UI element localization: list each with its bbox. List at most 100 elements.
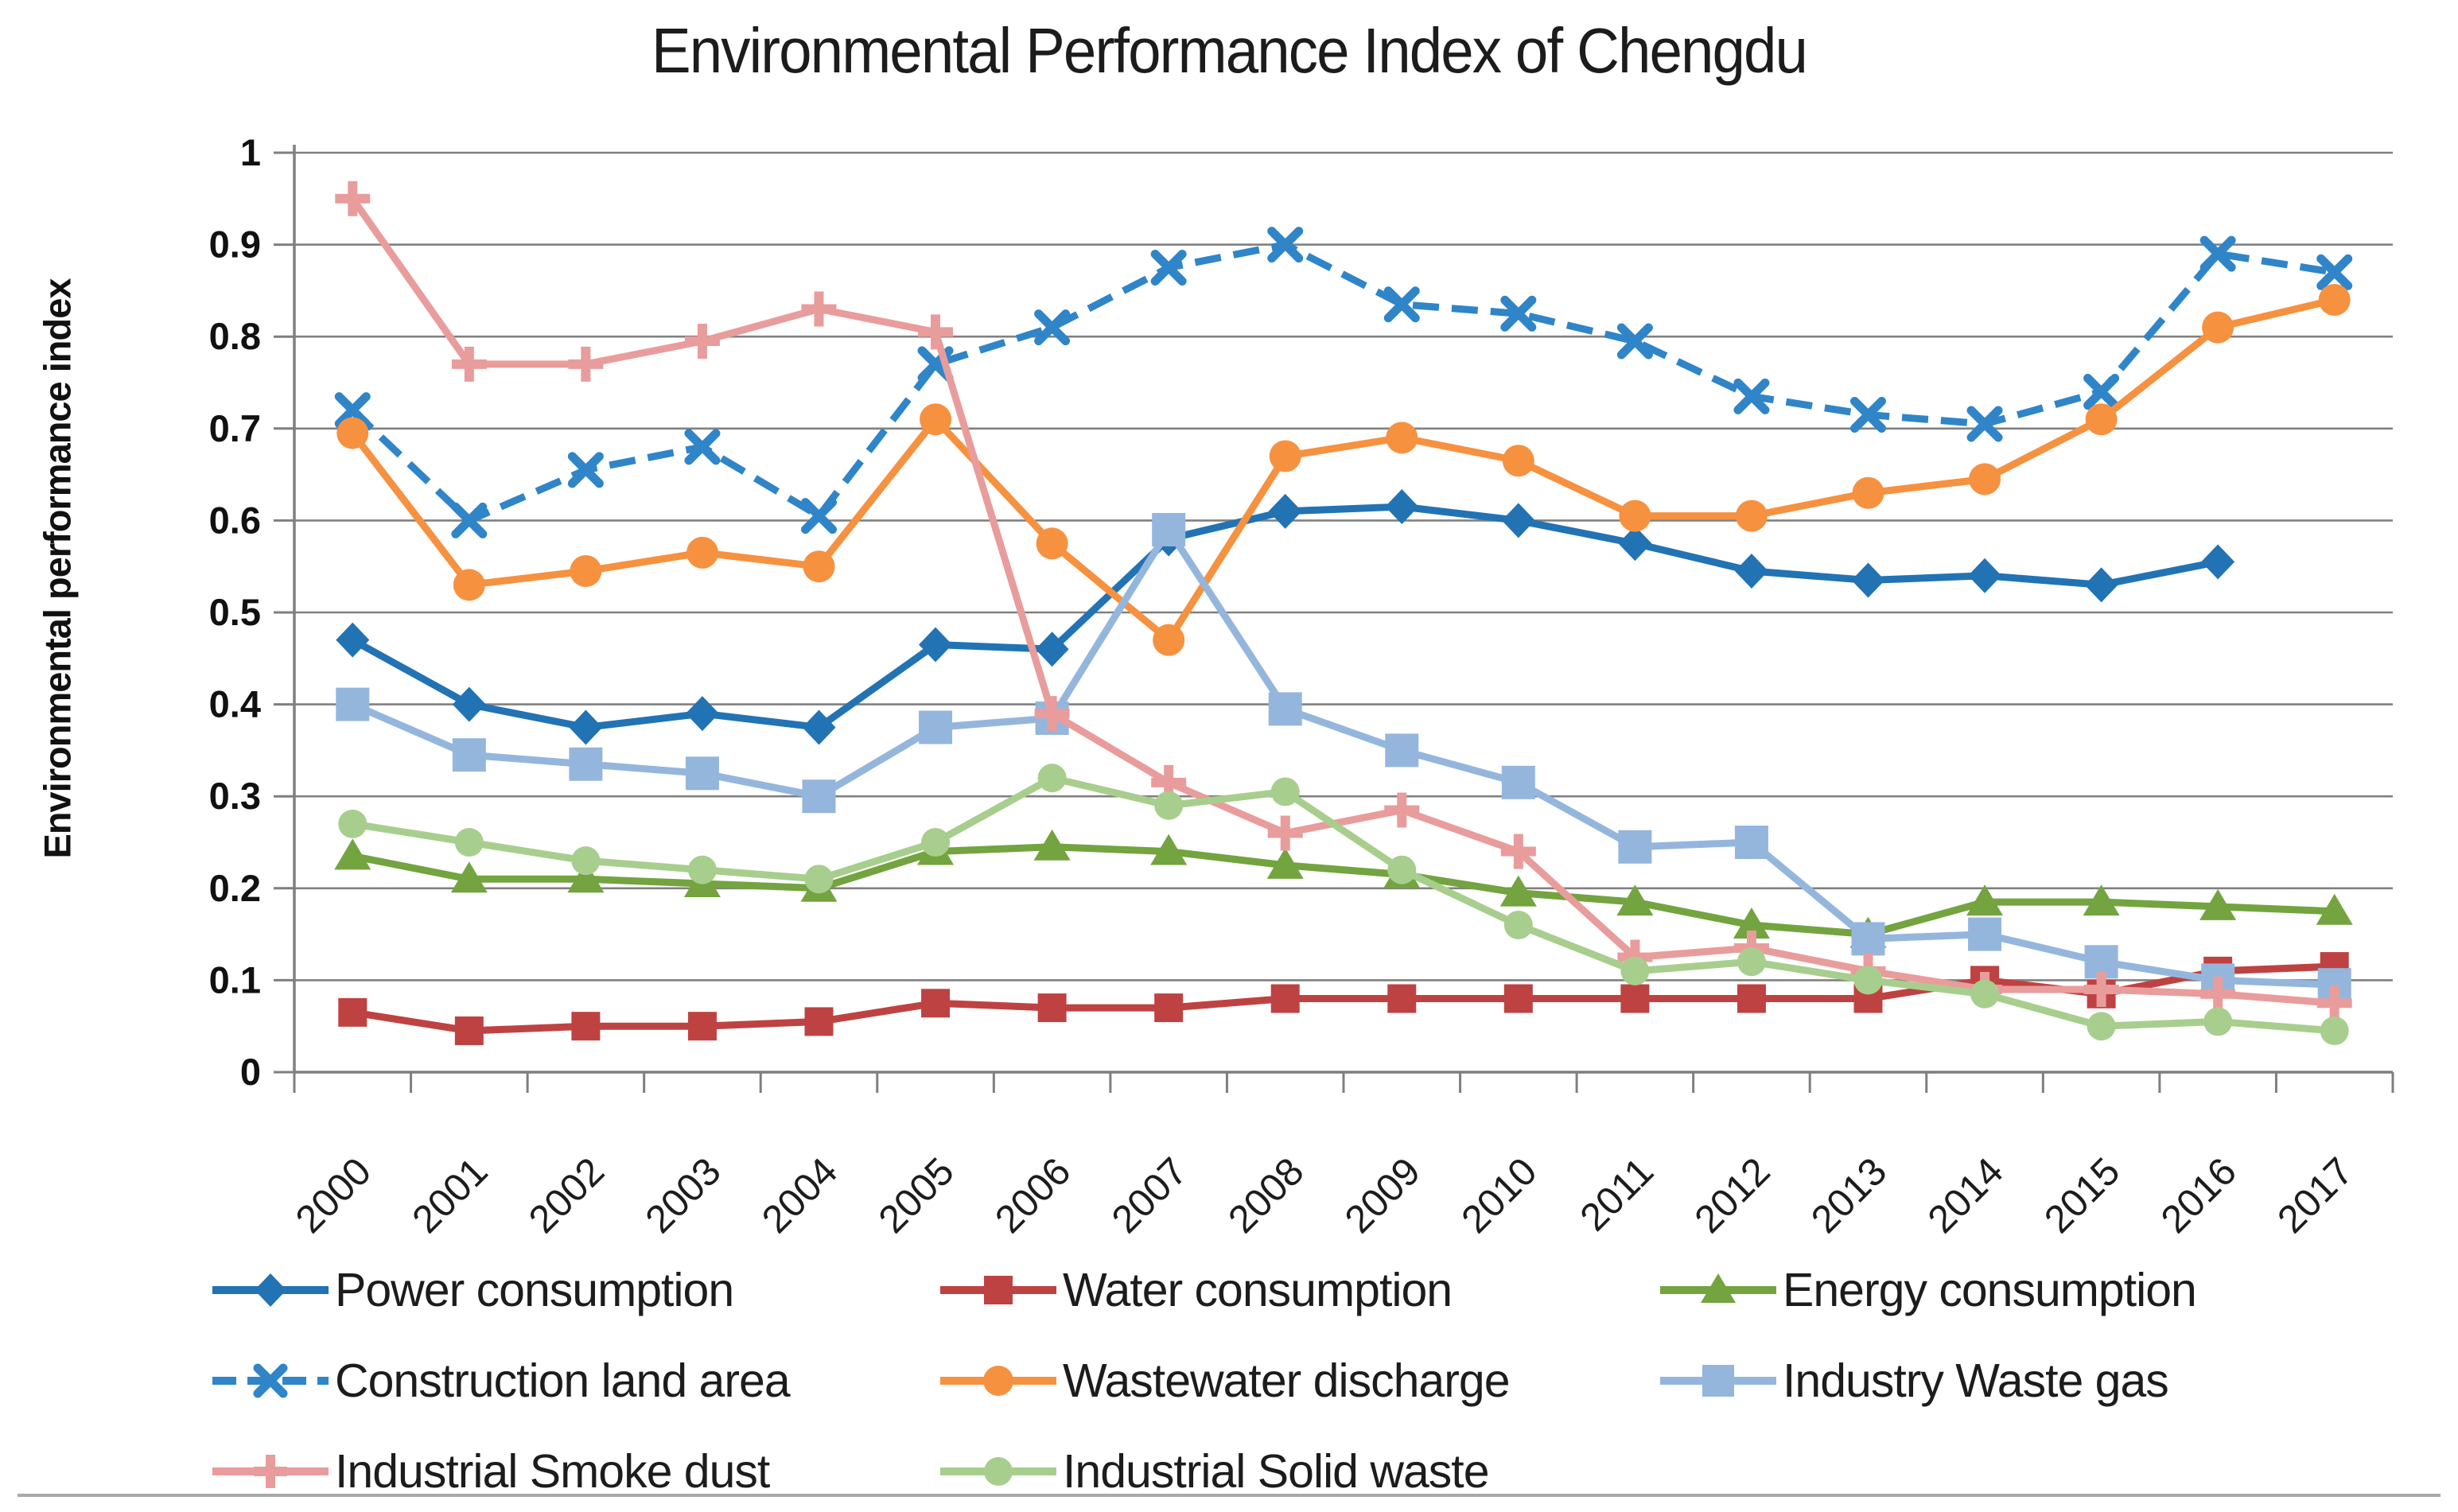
series-8-marker <box>2320 1016 2349 1045</box>
series-2-marker <box>338 997 368 1027</box>
series-8-marker <box>921 828 951 857</box>
square-large-legend-marker-icon <box>1660 1365 1776 1397</box>
series-8-marker <box>454 828 484 857</box>
series-6-marker <box>919 710 953 744</box>
series-1-marker <box>2201 544 2235 580</box>
series-3-marker <box>1150 834 1188 865</box>
series-2-marker <box>1387 984 1417 1013</box>
series-line-6 <box>351 526 2335 989</box>
series-7-marker <box>1384 792 1420 828</box>
series-6-marker <box>1268 692 1302 726</box>
series-line-3 <box>352 843 2335 939</box>
series-1-marker <box>802 709 836 745</box>
x-tick-label: 2017 <box>2269 1150 2361 1242</box>
y-tick-label: 0.3 <box>209 775 261 817</box>
series-4-marker <box>334 392 371 429</box>
series-7-marker <box>684 323 720 359</box>
x-icon <box>253 1363 288 1398</box>
series-8-marker <box>1737 947 1766 977</box>
series-5-marker <box>1153 624 1185 656</box>
series-5-marker <box>1619 499 1651 532</box>
series-5-marker <box>686 536 718 569</box>
legend-item-power-consumption: Power consumption <box>211 1255 939 1325</box>
series-3-marker <box>1966 884 2004 916</box>
series-5-marker <box>570 554 602 587</box>
series-7-marker <box>451 346 487 382</box>
series-4-marker <box>684 429 721 465</box>
series-8-marker <box>2203 1007 2233 1036</box>
series-6-marker <box>1385 733 1419 768</box>
series-1-marker <box>1501 503 1535 538</box>
diamond-icon <box>255 1273 286 1307</box>
legend-item-industrial-smoke-dust: Industrial Smoke dust <box>211 1436 939 1506</box>
series-2-marker <box>571 1012 601 1041</box>
series-8-marker <box>804 865 834 894</box>
series-6-marker <box>569 747 603 781</box>
x-tick-label: 2002 <box>521 1150 613 1242</box>
series-1-marker <box>2084 567 2118 603</box>
series-1-marker <box>1268 493 1302 529</box>
x-tick-label: 2000 <box>288 1150 379 1242</box>
series-3-marker <box>334 838 371 870</box>
legend-label: Energy consumption <box>1783 1264 2197 1316</box>
series-4-marker <box>2083 374 2120 410</box>
y-tick-label: 0.8 <box>209 315 261 357</box>
series-4-marker <box>1966 406 2003 442</box>
series-1-marker <box>1385 489 1419 525</box>
series-5-marker <box>1036 527 1068 560</box>
series-8-marker <box>1154 791 1184 820</box>
series-2-marker <box>1037 993 1067 1023</box>
series-4-marker <box>1267 227 1304 263</box>
chart-title: Environmental Performance Index of Cheng… <box>651 15 1808 86</box>
y-tick-label: 0.1 <box>209 958 261 1001</box>
x-tick-label: 2012 <box>1686 1150 1778 1242</box>
series-7-marker <box>801 291 837 327</box>
y-tick-label: 1 <box>240 131 261 173</box>
series-7-marker <box>2316 985 2352 1021</box>
series-6-marker <box>1734 826 1768 859</box>
square-icon <box>984 1276 1013 1304</box>
x-tick-label: 2005 <box>871 1150 963 1242</box>
series-6-marker <box>685 756 719 791</box>
legend-label: Water consumption <box>1063 1264 1453 1316</box>
x-legend-marker-icon <box>212 1363 329 1398</box>
series-6-marker <box>1501 765 1535 799</box>
series-6-marker <box>336 687 370 721</box>
series-4-marker <box>1150 250 1187 286</box>
y-tick-label: 0.2 <box>209 867 261 909</box>
legend-item-construction-land-area: Construction land area <box>211 1346 939 1416</box>
legend-item-water-consumption: Water consumption <box>939 1255 1659 1325</box>
series-1-marker <box>1618 526 1652 562</box>
x-tick-label: 2001 <box>404 1150 496 1242</box>
y-tick-label: 0.5 <box>209 591 261 633</box>
series-4-marker <box>801 498 837 534</box>
series-6-marker <box>1968 917 2002 951</box>
square-large-icon <box>1702 1365 1734 1397</box>
series-2-marker <box>687 1012 717 1041</box>
series-4-marker <box>1034 309 1071 346</box>
series-2-marker <box>1737 984 1766 1013</box>
legend-item-wastewater-discharge: Wastewater discharge <box>939 1346 1659 1416</box>
series-2-marker <box>804 1007 834 1036</box>
series-3-marker <box>1266 847 1304 879</box>
series-8-marker <box>1387 855 1417 884</box>
y-tick-label: 0.9 <box>209 223 261 266</box>
series-line-5 <box>349 296 2335 644</box>
series-6-marker <box>802 779 836 814</box>
series-line-8 <box>352 774 2335 1035</box>
legend-item-industry-waste-gas: Industry Waste gas <box>1659 1346 2295 1416</box>
series-2-marker <box>1154 993 1184 1023</box>
series-7-marker <box>1267 815 1303 851</box>
square-legend-marker-icon <box>940 1276 1056 1304</box>
x-tick-label: 2016 <box>2153 1150 2245 1242</box>
triangle-icon <box>1701 1273 1736 1303</box>
series-2-marker <box>921 989 951 1018</box>
series-1-marker <box>919 627 953 663</box>
series-5-marker <box>920 403 952 436</box>
x-tick-label: 2003 <box>637 1150 729 1242</box>
series-7-marker <box>918 314 954 350</box>
legend-item-industrial-solid-waste: Industrial Solid waste <box>939 1436 1659 1506</box>
series-4-marker <box>2199 235 2236 272</box>
legend-label: Wastewater discharge <box>1063 1355 1511 1407</box>
series-3-marker <box>1033 829 1071 861</box>
